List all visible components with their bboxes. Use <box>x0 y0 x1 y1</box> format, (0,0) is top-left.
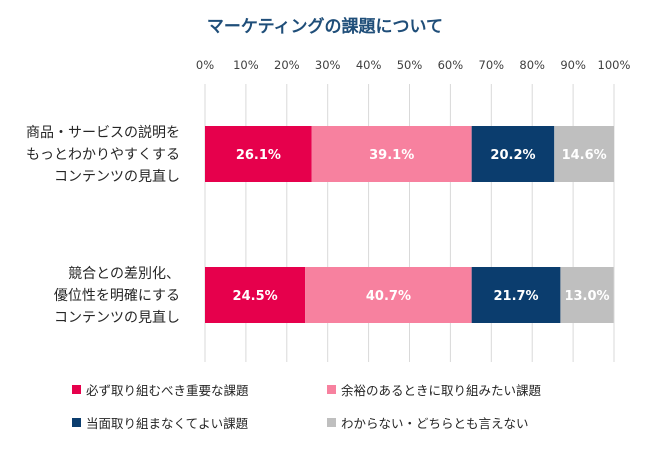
category-label: 商品・サービスの説明を <box>26 125 180 141</box>
bar-segment <box>305 267 472 323</box>
data-labels: 26.1% 39.1% 20.2% 14.6% 24.5% 40.7% 21.7% 13.0% <box>233 148 610 304</box>
legend-label: 必ず取り組むべき重要な課題 <box>86 383 249 398</box>
data-label: 24.5% <box>233 289 278 304</box>
category-label: コンテンツの見直し <box>54 309 180 326</box>
x-tick-label: 80% <box>519 58 545 72</box>
x-tick-label: 30% <box>315 58 341 72</box>
x-tick-label: 90% <box>560 58 586 72</box>
x-tick-label: 50% <box>397 58 423 72</box>
category-label: 競合との差別化、 <box>68 266 180 282</box>
bar-segment <box>205 126 312 182</box>
bar-segment <box>311 126 472 182</box>
chart-title: マーケティングの課題について <box>207 16 443 37</box>
x-axis-ticks: 0% 10% 20% 30% 40% 50% 60% 70% 80% 90% 100% <box>196 58 631 72</box>
category-label: もっとわかりやすくする <box>26 147 180 163</box>
x-tick-label: 10% <box>233 58 259 72</box>
x-tick-label: 100% <box>598 58 631 72</box>
data-label: 20.2% <box>490 148 535 163</box>
legend-label: わからない・どちらとも言えない <box>341 416 529 431</box>
x-tick-label: 70% <box>479 58 505 72</box>
category-label: 優位性を明確にする <box>54 288 180 304</box>
data-label: 40.7% <box>366 289 411 304</box>
bar-segment <box>471 126 555 182</box>
category-label: コンテンツの見直し <box>54 168 180 185</box>
category-labels: 商品・サービスの説明をもっとわかりやすくするコンテンツの見直し競合との差別化、優… <box>26 125 180 326</box>
data-label: 21.7% <box>493 289 538 304</box>
legend-swatch <box>327 418 336 427</box>
x-tick-label: 20% <box>274 58 300 72</box>
legend-label: 余裕のあるときに取り組みたい課題 <box>341 383 542 398</box>
data-label: 39.1% <box>369 148 414 163</box>
x-tick-label: 40% <box>356 58 382 72</box>
bar-segment <box>205 267 306 323</box>
x-tick-label: 60% <box>438 58 464 72</box>
legend: 必ず取り組むべき重要な課題 余裕のあるときに取り組みたい課題当面取り組まなくてよい… <box>72 383 542 431</box>
bar-segment <box>560 267 614 323</box>
data-label: 13.0% <box>564 289 609 304</box>
legend-swatch <box>327 385 336 394</box>
bar-segment <box>554 126 614 182</box>
legend-swatch <box>72 418 81 427</box>
bar-segment <box>471 267 561 323</box>
x-tick-label: 0% <box>196 58 214 72</box>
data-label: 26.1% <box>236 148 281 163</box>
legend-label: 当面取り組まなくてよい課題 <box>86 416 249 431</box>
data-label: 14.6% <box>562 148 607 163</box>
bars <box>205 126 614 323</box>
legend-swatch <box>72 385 81 394</box>
